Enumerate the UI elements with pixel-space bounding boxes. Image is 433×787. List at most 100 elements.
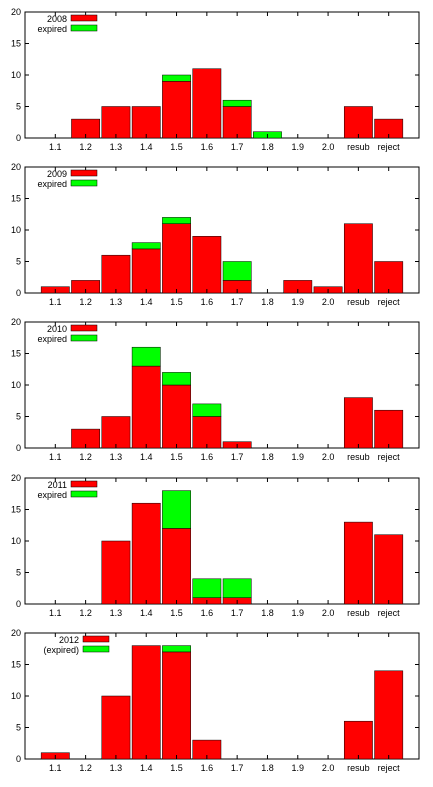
y-tick-label: 5	[16, 102, 21, 112]
y-tick-label: 20	[11, 628, 21, 638]
x-tick-label: 1.1	[49, 452, 62, 462]
bar-resub	[343, 223, 373, 294]
legend-swatch-expired	[70, 490, 98, 498]
x-tick-label: 1.5	[170, 297, 183, 307]
x-tick-label: 1.3	[110, 297, 123, 307]
x-tick-label: 1.1	[49, 142, 62, 152]
x-tick-label: 1.6	[201, 297, 214, 307]
x-tick-label: 1.9	[292, 297, 305, 307]
bar-expired-1.5	[162, 74, 191, 82]
y-tick-label: 10	[11, 536, 21, 546]
y-tick-label: 0	[16, 288, 21, 298]
bar-expired-1.7	[222, 99, 252, 107]
x-tick-label: 1.5	[170, 142, 183, 152]
y-tick-label: 0	[16, 443, 21, 453]
x-tick-label: 1.5	[170, 452, 183, 462]
bar-1.5	[162, 223, 191, 294]
legend-label-expired: expired	[37, 179, 67, 189]
y-tick-label: 10	[11, 225, 21, 235]
x-tick-label: 1.3	[110, 763, 123, 773]
x-tick-label: 1.2	[79, 142, 92, 152]
bar-expired-1.4	[131, 346, 161, 367]
bar-resub	[343, 720, 373, 760]
bar-1.3	[101, 540, 131, 605]
legend-swatch-expired	[82, 645, 110, 653]
x-tick-label: resub	[347, 608, 370, 618]
x-tick-label: 1.7	[231, 452, 244, 462]
bar-1.3	[101, 416, 131, 449]
x-tick-label: 1.2	[79, 608, 92, 618]
y-tick-label: 15	[11, 194, 21, 204]
x-tick-label: 1.4	[140, 763, 153, 773]
bar-reject	[374, 670, 404, 760]
legend-label-expired: expired	[37, 334, 67, 344]
x-tick-label: 1.9	[292, 763, 305, 773]
y-tick-label: 15	[11, 660, 21, 670]
bar-1.3	[101, 254, 131, 294]
legend-label-year: 2011	[48, 480, 67, 490]
y-tick-label: 0	[16, 599, 21, 609]
x-tick-label: reject	[378, 142, 401, 152]
bar-1.4	[131, 106, 161, 139]
x-tick-label: resub	[347, 452, 370, 462]
x-tick-label: 1.5	[170, 608, 183, 618]
y-tick-label: 20	[11, 473, 21, 483]
bar-expired-1.6	[192, 578, 222, 598]
x-tick-label: 1.9	[292, 452, 305, 462]
legend-label-expired: expired	[37, 24, 67, 34]
bar-1.4	[131, 248, 161, 294]
bar-1.7	[222, 106, 252, 139]
legend-swatch-year	[70, 169, 98, 177]
legend-label-expired: expired	[37, 490, 67, 500]
x-tick-label: 2.0	[322, 763, 335, 773]
x-tick-label: 1.8	[261, 142, 274, 152]
y-tick-label: 5	[16, 412, 21, 422]
y-tick-label: 0	[16, 133, 21, 143]
x-tick-label: 1.1	[49, 297, 62, 307]
bar-reject	[374, 534, 404, 605]
x-tick-label: 1.7	[231, 763, 244, 773]
x-tick-label: 2.0	[322, 452, 335, 462]
bar-resub	[343, 106, 373, 139]
legend-swatch-expired	[70, 334, 98, 342]
y-tick-label: 20	[11, 162, 21, 172]
x-tick-label: 1.6	[201, 142, 214, 152]
x-tick-label: 1.5	[170, 763, 183, 773]
bar-expired-1.5	[162, 217, 191, 224]
legend-label-expired: (expired)	[43, 645, 79, 655]
y-tick-label: 20	[11, 7, 21, 17]
bar-1.5	[162, 81, 191, 139]
x-tick-label: reject	[378, 763, 401, 773]
x-tick-label: 1.2	[79, 452, 92, 462]
legend-swatch-year	[70, 14, 98, 22]
legend-label-year: 2012	[59, 635, 79, 645]
x-tick-label: 1.8	[261, 452, 274, 462]
x-tick-label: reject	[378, 452, 401, 462]
x-tick-label: 1.7	[231, 142, 244, 152]
x-tick-label: resub	[347, 297, 370, 307]
bar-1.4	[131, 645, 161, 760]
legend-swatch-expired	[70, 24, 98, 32]
y-tick-label: 15	[11, 39, 21, 49]
legend-label-year: 2009	[47, 169, 67, 179]
bar-expired-1.5	[162, 645, 191, 653]
x-tick-label: 1.4	[140, 452, 153, 462]
x-tick-label: 1.9	[292, 608, 305, 618]
x-tick-label: 1.6	[201, 608, 214, 618]
bar-1.6	[192, 68, 222, 139]
bar-1.5	[162, 651, 191, 760]
x-tick-label: 1.6	[201, 452, 214, 462]
y-tick-label: 15	[11, 505, 21, 515]
y-tick-label: 5	[16, 723, 21, 733]
bar-reject	[374, 261, 404, 294]
bar-1.3	[101, 106, 131, 139]
x-tick-label: 1.3	[110, 142, 123, 152]
bar-resub	[343, 521, 373, 605]
x-tick-label: 1.7	[231, 608, 244, 618]
x-tick-label: 1.8	[261, 608, 274, 618]
bar-1.5	[162, 528, 191, 605]
x-tick-label: 1.8	[261, 763, 274, 773]
bar-1.5	[162, 384, 191, 449]
x-tick-label: resub	[347, 142, 370, 152]
